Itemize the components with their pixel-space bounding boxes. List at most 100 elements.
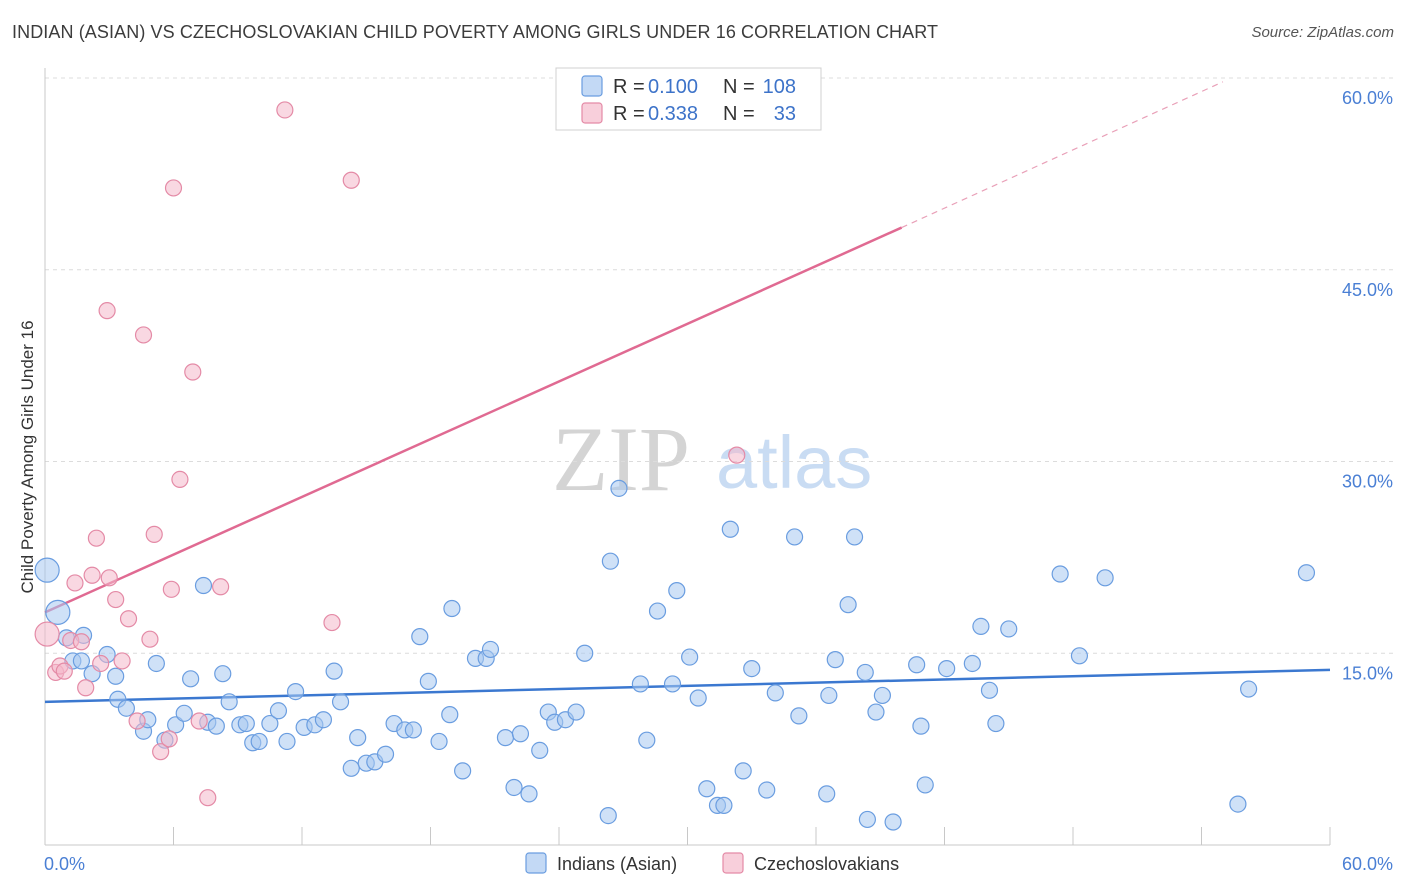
indians-point	[167, 716, 185, 734]
bottom-legend: Indians (Asian) Czechoslovakians	[525, 852, 899, 874]
indians-point	[147, 654, 165, 673]
indians-point	[349, 729, 367, 747]
source-credit: Source: ZipAtlas.com	[1251, 24, 1394, 41]
czechoslovakian-point	[190, 712, 208, 730]
indians-point	[1229, 795, 1247, 813]
indians-point	[631, 675, 649, 693]
indians-point	[325, 662, 343, 680]
indians-point	[419, 672, 437, 690]
indians-point	[34, 557, 60, 583]
indians-point	[884, 813, 902, 831]
czechoslovakian-point	[162, 580, 180, 598]
indians-point	[261, 714, 279, 733]
y-tick-label: 45.0%	[1342, 280, 1393, 300]
indians-point	[785, 528, 804, 546]
chart-title: INDIAN (ASIAN) VS CZECHOSLOVAKIAN CHILD …	[12, 22, 939, 42]
indians-point	[758, 781, 776, 799]
indians-point	[214, 665, 232, 683]
indians-point	[845, 528, 864, 546]
indians-point	[743, 659, 761, 678]
indians-point	[663, 675, 682, 693]
y-tick-labels: 15.0% 30.0% 45.0% 60.0%	[1342, 88, 1393, 683]
indians-point	[175, 704, 193, 722]
trend-lines	[44, 81, 1331, 704]
indians-point	[938, 659, 956, 678]
indians-point	[194, 576, 213, 595]
y-tick-label: 15.0%	[1342, 663, 1393, 683]
indians-point	[237, 714, 255, 733]
legend-r-value-indians: 0.100	[648, 76, 698, 98]
czechoslovakian-point	[342, 171, 360, 189]
bottom-legend-label-indians: Indians (Asian)	[557, 854, 677, 874]
czechoslovakian-point	[107, 590, 125, 609]
x-tick-label-max: 60.0%	[1342, 854, 1393, 874]
indians-point	[376, 745, 395, 763]
bottom-legend-swatch-indians	[525, 852, 547, 874]
czechoslovakian-point	[100, 569, 118, 587]
y-tick-label: 30.0%	[1342, 472, 1393, 492]
indians-point	[1070, 647, 1089, 665]
indians-point	[858, 810, 877, 829]
indians-point	[567, 703, 585, 721]
czechoslovakian-point	[87, 529, 106, 547]
indians-point	[1096, 569, 1114, 587]
indians-trend-line	[44, 668, 1331, 704]
indians-point	[520, 785, 538, 803]
indians-point	[980, 681, 999, 699]
indians-point	[818, 785, 836, 803]
indians-point	[45, 599, 71, 625]
indians-point	[342, 759, 360, 777]
indians-point	[972, 617, 990, 636]
indians-point	[908, 656, 926, 674]
czechoslovakian-trend-extension	[901, 81, 1224, 229]
czechoslovakian-point	[98, 302, 116, 320]
czechoslovakian-point	[171, 470, 189, 488]
indians-point	[278, 732, 296, 751]
czechoslovakian-point	[160, 730, 178, 748]
czechoslovakian-point	[128, 712, 146, 730]
indians-point	[1051, 565, 1069, 583]
czechoslovakian-trend-line	[44, 226, 903, 614]
indians-point	[1240, 680, 1258, 698]
indians-point	[790, 707, 808, 725]
bottom-legend-label-czechoslovakians: Czechoslovakians	[754, 854, 899, 874]
czechoslovakian-point	[164, 179, 183, 197]
indians-point	[314, 711, 333, 729]
czechoslovakian-point	[152, 743, 170, 761]
indians-point	[430, 732, 448, 751]
czechoslovakian-point	[119, 610, 138, 628]
indians-point	[505, 778, 523, 797]
legend-r-value-czechoslovakians: 0.338	[648, 103, 698, 125]
watermark-atlas: atlas	[716, 421, 872, 504]
axes	[44, 68, 1331, 846]
czechoslovakian-point	[92, 654, 110, 673]
indians-point	[867, 703, 885, 721]
data-points	[34, 101, 1316, 831]
indians-point	[441, 706, 459, 724]
x-tick-label-min: 0.0%	[44, 854, 85, 874]
indians-point	[207, 717, 225, 735]
indians-point	[668, 582, 686, 600]
indians-point	[638, 731, 656, 749]
indians-point	[963, 654, 981, 673]
czechoslovakian-point	[55, 662, 73, 680]
czechoslovakian-point	[72, 633, 91, 651]
indians-point	[443, 599, 461, 618]
indians-point	[454, 762, 472, 780]
indians-point	[599, 806, 617, 825]
indians-point	[715, 796, 733, 814]
indians-point	[411, 628, 429, 646]
czechoslovakian-point	[728, 446, 746, 464]
indians-point	[648, 602, 667, 620]
indians-point	[269, 702, 288, 720]
indians-point	[856, 663, 874, 682]
legend-n-value-indians: 108	[763, 76, 796, 98]
grid-lines	[45, 77, 1393, 654]
czechoslovakian-point	[77, 679, 95, 697]
y-axis-title: Child Poverty Among Girls Under 16	[18, 320, 37, 593]
czechoslovakian-point	[134, 326, 153, 344]
indians-point	[826, 651, 844, 669]
czechoslovakian-point	[141, 630, 159, 648]
indians-point	[250, 732, 268, 751]
